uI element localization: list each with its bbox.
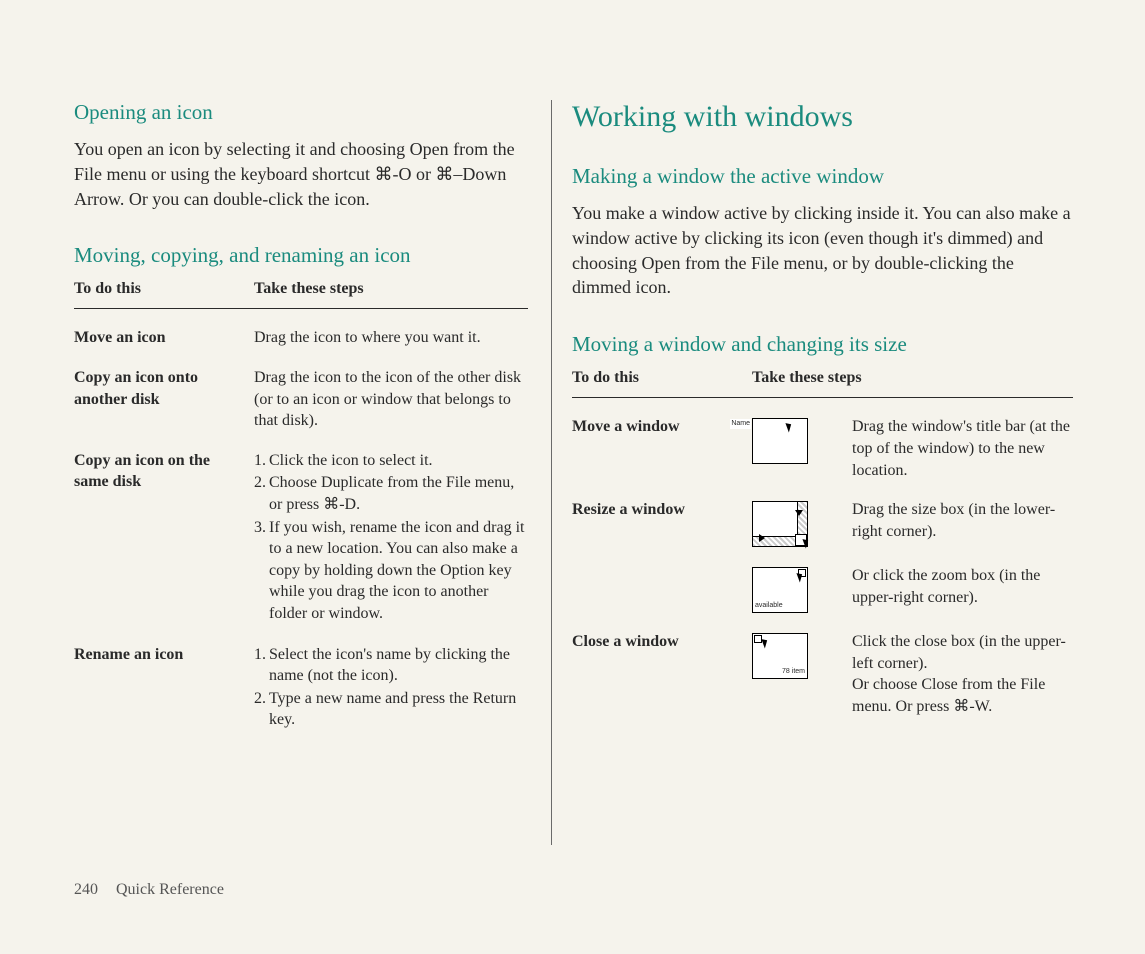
table-row: Rename an icon Select the icon's name by…: [74, 626, 528, 732]
table-row: Copy an icon onto another disk Drag the …: [74, 349, 528, 432]
steps-copy-same: Click the icon to select it. Choose Dupl…: [254, 432, 528, 626]
action-resize-window: Resize a window: [572, 481, 752, 547]
heading-move-size: Moving a window and changing its size: [572, 332, 1073, 357]
closebox-icon: 78 item: [752, 613, 852, 717]
action-copy-same: Copy an icon on the same disk: [74, 432, 254, 626]
right-column: Working with windows Making a window the…: [551, 100, 1073, 845]
step-2: Choose Duplicate from the File menu, or …: [254, 472, 528, 515]
step-3: If you wish, rename the icon and drag it…: [254, 517, 528, 625]
table-row: Copy an icon on the same disk Click the …: [74, 432, 528, 626]
heading-moving-icon: Moving, copying, and renaming an icon: [74, 243, 528, 268]
th-take-steps: Take these steps: [752, 369, 1073, 398]
steps-move-window: Drag the window's title bar (at the top …: [852, 398, 1073, 481]
heading-opening-icon: Opening an icon: [74, 100, 528, 125]
body-opening-icon: You open an icon by selecting it and cho…: [74, 137, 528, 211]
steps-close-window: Click the close box (in the upper-left c…: [852, 613, 1073, 717]
table-row: Move an icon Drag the icon to where you …: [74, 309, 528, 349]
close-step-1: Click the close box (in the upper-left c…: [852, 631, 1073, 674]
icon-actions-table: To do this Take these steps Move an icon…: [74, 280, 528, 732]
action-copy-disk: Copy an icon onto another disk: [74, 349, 254, 432]
sizebox-icon: [752, 481, 852, 547]
action-close-window: Close a window: [572, 613, 752, 717]
step-2: Type a new name and press the Return key…: [254, 688, 528, 731]
zoombox-icon: available: [752, 547, 852, 613]
page-number: 240: [74, 881, 98, 898]
step-1: Click the icon to select it.: [254, 450, 528, 472]
page-footer: 240 Quick Reference: [74, 881, 224, 899]
body-active-window: You make a window active by clicking ins…: [572, 201, 1073, 300]
footer-title: Quick Reference: [116, 881, 224, 898]
step-1: Select the icon's name by clicking the n…: [254, 644, 528, 687]
steps-resize-window: Drag the size box (in the lower-right co…: [852, 481, 1073, 547]
window-actions-table: To do this Take these steps Move a windo…: [572, 369, 1073, 717]
table-row: Close a window 78 item Click the close b…: [572, 613, 1073, 717]
action-move-window: Move a window: [572, 398, 752, 481]
left-column: Opening an icon You open an icon by sele…: [74, 100, 551, 845]
th-to-do-this: To do this: [572, 369, 752, 398]
heading-active-window: Making a window the active window: [572, 164, 1073, 189]
table-row: Resize a window Drag the size box (in th…: [572, 481, 1073, 547]
action-rename: Rename an icon: [74, 626, 254, 732]
th-to-do-this: To do this: [74, 280, 254, 309]
action-move-icon: Move an icon: [74, 309, 254, 349]
steps-move-icon: Drag the icon to where you want it.: [254, 309, 528, 349]
heading-working-windows: Working with windows: [572, 100, 1073, 134]
th-take-steps: Take these steps: [254, 280, 528, 309]
steps-copy-disk: Drag the icon to the icon of the other d…: [254, 349, 528, 432]
titlebar-icon: Name: [752, 398, 852, 481]
table-row: available Or click the zoom box (in the …: [572, 547, 1073, 613]
close-step-2: Or choose Close from the File menu. Or p…: [852, 674, 1073, 717]
steps-rename: Select the icon's name by clicking the n…: [254, 626, 528, 732]
table-row: Move a window Name Drag the window's tit…: [572, 398, 1073, 481]
steps-zoom-window: Or click the zoom box (in the upper-righ…: [852, 547, 1073, 613]
